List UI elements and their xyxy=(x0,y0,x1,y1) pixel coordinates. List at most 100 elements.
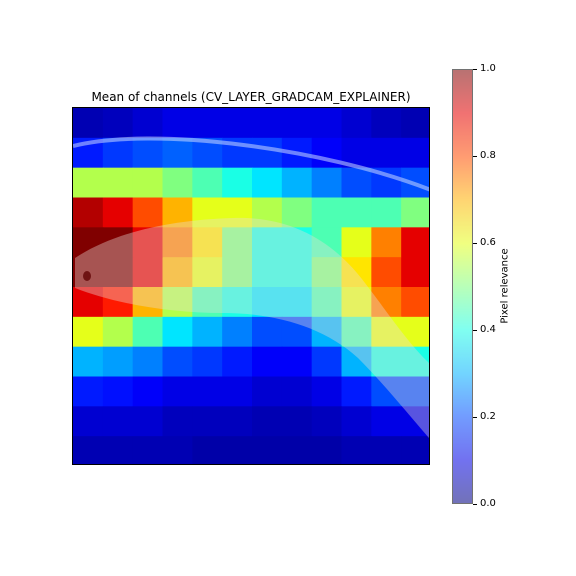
heatmap-cell xyxy=(73,227,104,258)
colorbar-tick xyxy=(473,155,477,157)
heatmap-cell xyxy=(162,346,193,378)
heatmap-cell xyxy=(281,167,313,199)
colorbar-tick xyxy=(473,68,477,70)
heatmap-cell xyxy=(192,346,223,378)
heatmap-cell xyxy=(371,406,402,437)
heatmap-cell xyxy=(222,257,253,288)
heatmap-cell xyxy=(252,346,283,378)
heatmap-cell xyxy=(341,287,372,318)
heatmap-cell xyxy=(371,197,402,228)
heatmap-cell xyxy=(252,227,283,258)
heatmap-cell xyxy=(401,108,429,139)
heatmap-cell xyxy=(102,287,134,318)
colorbar xyxy=(452,69,473,504)
heatmap-cell xyxy=(371,108,402,139)
heatmap-cell xyxy=(252,197,283,228)
heatmap-cell xyxy=(401,346,429,378)
heatmap-cell xyxy=(222,197,253,228)
heatmap-cell xyxy=(371,227,402,258)
heatmap-cell xyxy=(162,257,193,288)
heatmap-cell xyxy=(371,436,402,464)
heatmap-cell xyxy=(73,167,104,199)
heatmap-cell xyxy=(162,406,193,437)
heatmap-cell xyxy=(281,108,313,139)
heatmap-cell xyxy=(311,287,343,318)
heatmap-cell xyxy=(102,406,134,437)
heatmap-cell xyxy=(401,376,429,407)
heatmap-cell xyxy=(102,436,134,464)
heatmap-cell xyxy=(73,197,104,228)
heatmap-cell xyxy=(192,227,223,258)
heatmap-cell xyxy=(311,197,343,228)
heatmap-cell xyxy=(132,376,164,407)
heatmap-cell xyxy=(102,137,134,169)
heatmap-cell xyxy=(162,436,193,464)
heatmap-cell xyxy=(102,108,134,139)
heatmap-cell xyxy=(162,376,193,407)
heatmap-cell xyxy=(132,227,164,258)
heatmap-cell xyxy=(162,137,193,169)
colorbar-label: Pixel relevance xyxy=(499,248,511,324)
heatmap-cell xyxy=(192,436,223,464)
heatmap-cell xyxy=(132,436,164,464)
heatmap-cell xyxy=(281,316,313,348)
heatmap-cell xyxy=(222,436,253,464)
heatmap-cell xyxy=(73,108,104,139)
heatmap-cell xyxy=(341,108,372,139)
heatmap-cell xyxy=(401,197,429,228)
heatmap-cell xyxy=(401,227,429,258)
heatmap-cell xyxy=(371,376,402,407)
heatmap-cell xyxy=(192,287,223,318)
heatmap-cell xyxy=(281,287,313,318)
heatmap-cell xyxy=(341,376,372,407)
colorbar-tick xyxy=(473,329,477,331)
chart-title: Mean of channels (CV_LAYER_GRADCAM_EXPLA… xyxy=(91,90,411,104)
heatmap-cell xyxy=(252,287,283,318)
heatmap-cell xyxy=(281,257,313,288)
heatmap-cell xyxy=(192,257,223,288)
heatmap-cell xyxy=(132,197,164,228)
fish-body-shape xyxy=(75,217,429,438)
heatmap-cell xyxy=(341,436,372,464)
heatmap-cell xyxy=(341,197,372,228)
heatmap-cell xyxy=(162,227,193,258)
heatmap-cell xyxy=(222,346,253,378)
heatmap-cell xyxy=(162,167,193,199)
heatmap-cell xyxy=(252,257,283,288)
heatmap-cell xyxy=(281,436,313,464)
heatmap-cells xyxy=(73,108,429,464)
heatmap-cell xyxy=(341,316,372,348)
fish-silhouette xyxy=(75,217,429,438)
heatmap-cell xyxy=(162,287,193,318)
heatmap-cell xyxy=(192,316,223,348)
heatmap-cell xyxy=(222,406,253,437)
colorbar-tick-label: 0.2 xyxy=(480,411,496,422)
heatmap-cell xyxy=(102,316,134,348)
heatmap-cell xyxy=(281,346,313,378)
heatmap-cell xyxy=(311,227,343,258)
heatmap-cell xyxy=(73,287,104,318)
heatmap-cell xyxy=(73,376,104,407)
heatmap-cell xyxy=(311,376,343,407)
heatmap-cell xyxy=(311,346,343,378)
heatmap-cell xyxy=(341,406,372,437)
heatmap-cell xyxy=(162,108,193,139)
heatmap-cell xyxy=(132,316,164,348)
heatmap-cell xyxy=(401,137,429,169)
heatmap-cell xyxy=(281,376,313,407)
heatmap-cell xyxy=(192,108,223,139)
heatmap-cell xyxy=(162,197,193,228)
colorbar-tick-label: 0.0 xyxy=(480,498,496,509)
colorbar-tick-label: 0.4 xyxy=(480,324,496,335)
colorbar-tick xyxy=(473,416,477,418)
heatmap-cell xyxy=(371,346,402,378)
heatmap-cell xyxy=(132,167,164,199)
heatmap-cell xyxy=(222,167,253,199)
heatmap-cell xyxy=(281,406,313,437)
heatmap-cell xyxy=(102,197,134,228)
heatmap-cell xyxy=(222,376,253,407)
heatmap-cell xyxy=(401,406,429,437)
glass-edge-highlight xyxy=(73,136,429,192)
colorbar-tick-label: 0.8 xyxy=(480,150,496,161)
